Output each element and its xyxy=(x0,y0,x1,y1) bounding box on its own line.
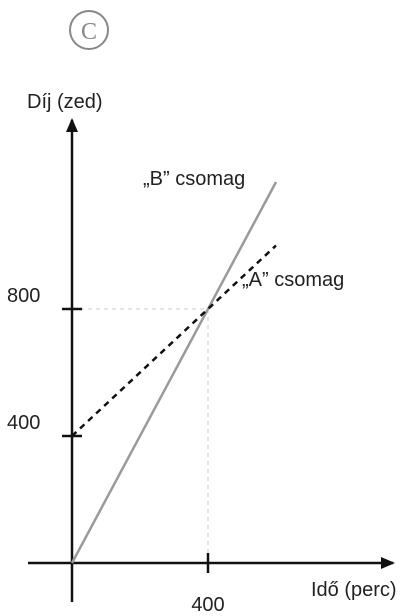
x-tick-label: 400 xyxy=(191,594,224,616)
badge-circle xyxy=(69,10,109,50)
y-tick-label: 800 xyxy=(7,285,40,307)
series-label-b: „B” csomag xyxy=(143,168,245,190)
series-label-a: „A” csomag xyxy=(242,269,344,291)
y-tick-label: 400 xyxy=(7,412,40,434)
y-axis-label: Díj (zed) xyxy=(27,91,103,113)
series-line-b xyxy=(70,181,278,564)
badge-letter: C xyxy=(81,19,97,45)
x-axis-label: Idő (perc) xyxy=(311,579,397,601)
series-line-a xyxy=(71,244,277,437)
